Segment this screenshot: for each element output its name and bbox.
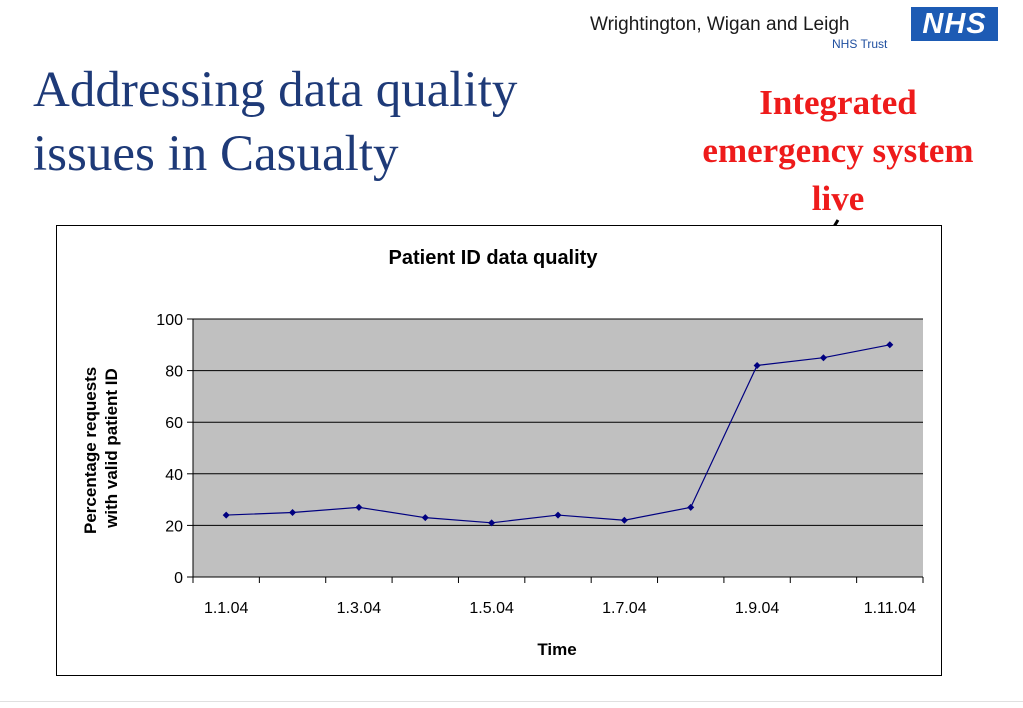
y-tick-label: 0 bbox=[174, 570, 183, 587]
data-point-1.3.04 bbox=[355, 503, 363, 511]
y-axis-label-line-2: with valid patient ID bbox=[102, 368, 121, 529]
slide-title: Addressing data quality issues in Casual… bbox=[33, 58, 653, 186]
data-point-1.5.04 bbox=[488, 519, 496, 527]
annotation-line-2: emergency system bbox=[702, 131, 974, 170]
x-tick-label: 1.5.04 bbox=[469, 600, 514, 617]
x-tick-label: 1.1.04 bbox=[204, 600, 249, 617]
data-point-1.8.04 bbox=[687, 503, 695, 511]
y-axis-label: Percentage requests with valid patient I… bbox=[81, 362, 121, 534]
plot-area bbox=[193, 319, 923, 577]
data-point-1.11.04 bbox=[886, 341, 894, 349]
trust-name: Wrightington, Wigan and Leigh bbox=[590, 14, 850, 35]
data-point-1.4.04 bbox=[421, 514, 429, 522]
x-axis-label: Time bbox=[537, 640, 576, 659]
slide-title-line-1: Addressing data quality bbox=[33, 62, 518, 118]
y-tick-label: 20 bbox=[165, 518, 183, 535]
y-tick-label: 40 bbox=[165, 467, 183, 484]
data-point-1.9.04 bbox=[753, 361, 761, 369]
y-tick-label: 100 bbox=[156, 312, 183, 329]
footer-divider bbox=[0, 701, 1023, 702]
x-tick-label: 1.11.04 bbox=[864, 600, 916, 617]
chart-frame: Patient ID data quality 0 20 40 60 80 100 1.1.… bbox=[56, 225, 942, 676]
x-tick-label: 1.7.04 bbox=[602, 600, 647, 617]
slide-title-line-2: issues in Casualty bbox=[33, 126, 399, 182]
data-point-1.2.04 bbox=[289, 509, 297, 516]
y-axis-label-line-1: Percentage requests bbox=[81, 367, 100, 534]
x-tick-label: 1.9.04 bbox=[735, 600, 780, 617]
data-point-1.7.04 bbox=[620, 516, 628, 524]
trust-subtitle: NHS Trust bbox=[832, 37, 888, 51]
nhs-logo: NHS bbox=[911, 7, 998, 41]
annotation-line-1: Integrated bbox=[759, 83, 917, 122]
x-tick-label: 1.3.04 bbox=[337, 600, 382, 617]
annotation-line-3: live bbox=[811, 179, 865, 218]
y-tick-label: 60 bbox=[165, 415, 183, 432]
data-point-1.10.04 bbox=[819, 354, 827, 362]
y-tick-label: 80 bbox=[165, 364, 183, 381]
annotation-callout: Integrated emergency system live bbox=[672, 79, 1004, 223]
line-chart: Patient ID data quality 0 20 40 60 80 100 1.1.… bbox=[81, 247, 924, 659]
chart-title: Patient ID data quality bbox=[389, 247, 599, 269]
